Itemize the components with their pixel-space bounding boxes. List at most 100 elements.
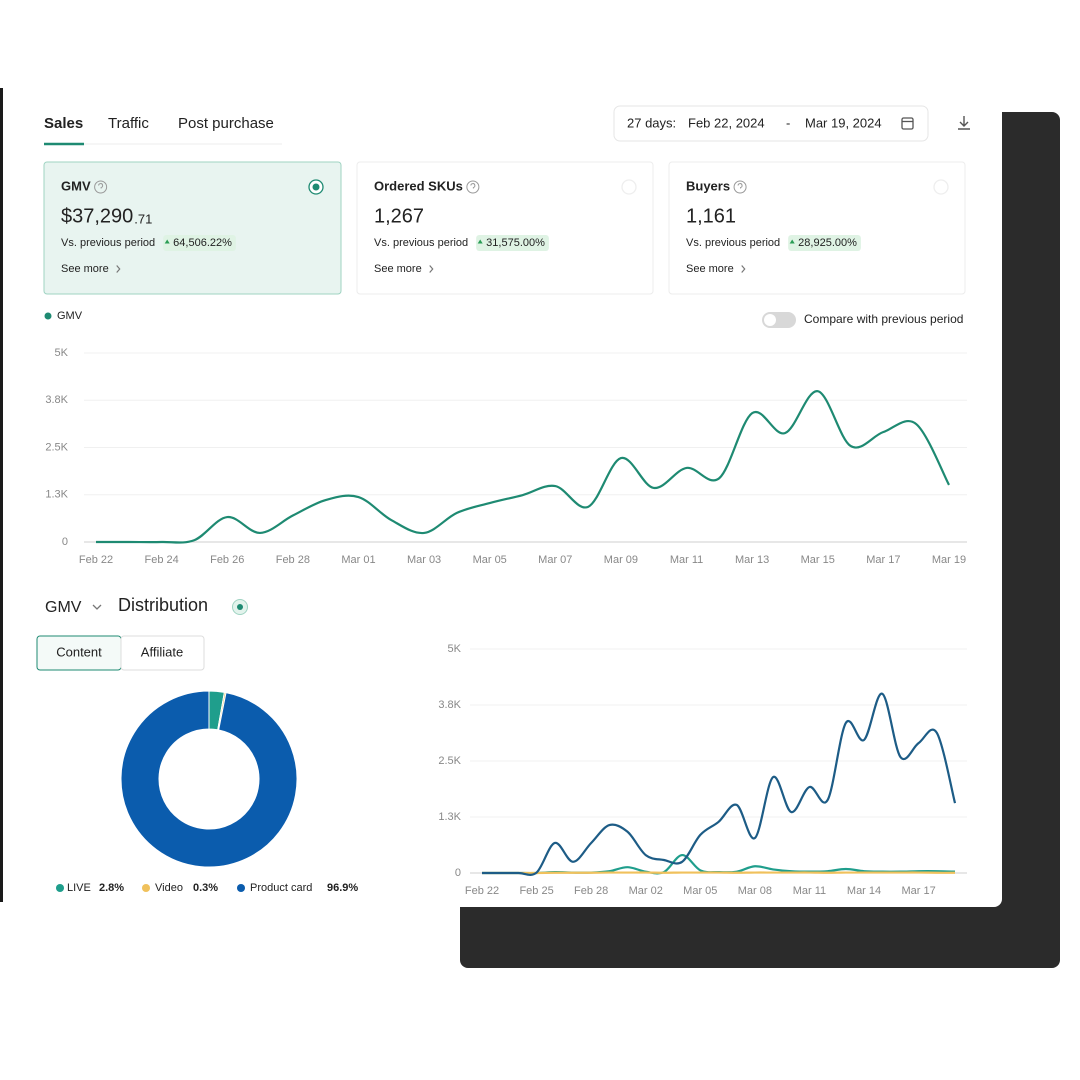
metric-label: Buyers [686,178,730,193]
tab[interactable]: Sales [44,115,83,132]
y-tick-label: 0 [62,536,68,548]
y-tick-label: 3.8K [45,394,68,406]
see-more[interactable]: See more [61,263,109,275]
help-icon-mark [98,183,104,189]
distribution-title: Distribution [118,595,208,615]
x-tick-label: Mar 14 [847,885,881,897]
x-tick-label: Mar 05 [683,885,717,897]
up-arrow [789,239,795,244]
x-tick-label: Mar 01 [341,554,375,566]
x-tick-label: Feb 24 [144,554,178,566]
x-tick-label: Mar 09 [604,554,638,566]
radio[interactable] [621,179,637,195]
date-prefix: 27 days: [627,115,676,130]
compare-label: Compare with previous period [804,312,963,326]
tab[interactable]: Traffic [108,115,149,132]
x-tick-label: Feb 28 [276,554,310,566]
donut-segment [120,690,298,868]
comparison-label: Vs. previous period [686,237,780,249]
toggle-knob [764,314,776,326]
line-series [482,692,957,876]
help-icon-mark [470,183,476,189]
legend-label: Video [155,882,183,894]
y-tick-label: 3.8K [438,699,461,711]
metric-value: 1,267 [374,205,424,227]
x-tick-label: Mar 17 [866,554,900,566]
up-arrow [477,239,483,244]
affiliate-tab-label: Affiliate [141,644,183,659]
x-tick-label: Mar 02 [629,885,663,897]
x-tick-label: Mar 19 [932,554,966,566]
metric-label: Ordered SKUs [374,178,463,193]
x-tick-label: Mar 03 [407,554,441,566]
metric-value-fraction: .71 [134,211,152,226]
comparison-label: Vs. previous period [61,237,155,249]
legend-dot [142,884,150,892]
change-badge [163,235,236,251]
help-icon [94,180,108,194]
y-tick-label: 5K [448,643,462,655]
date-separator: - [786,115,790,130]
x-tick-label: Mar 11 [793,885,826,897]
link-chevron [429,265,434,273]
help-icon-mark [737,183,743,189]
see-more[interactable]: See more [686,263,734,275]
metric-card[interactable] [668,161,966,295]
change-value: 64,506.22% [173,237,232,249]
dropdown-chevron [92,604,102,610]
radio-dot [312,183,320,191]
x-tick-label: Feb 26 [210,554,244,566]
date-end: Mar 19, 2024 [805,115,882,130]
metric-card[interactable] [43,161,342,295]
x-tick-label: Mar 15 [801,554,835,566]
x-tick-label: Feb 28 [574,885,608,897]
y-tick-label: 1.3K [438,811,461,823]
legend-dot [44,312,52,320]
value-label: 96.9% [327,882,358,894]
x-tick-label: Mar 08 [738,885,772,897]
metric-label: GMV [61,178,91,193]
content-tab-label: Content [56,644,102,659]
y-tick-label: 2.5K [45,441,68,453]
value-label: 0.3% [193,882,218,894]
affiliate-tab[interactable] [120,635,205,671]
download-icon[interactable] [958,116,970,130]
x-tick-label: Feb 25 [519,885,553,897]
x-tick-label: Feb 22 [465,885,499,897]
legend-label: Product card [250,882,312,894]
value-label: 2.8% [99,882,124,894]
y-tick-label: 0 [455,867,461,879]
x-tick-label: Mar 05 [473,554,507,566]
y-tick-label: 2.5K [438,755,461,767]
tab[interactable]: Post purchase [178,115,274,132]
help-icon [733,180,747,194]
calendar-icon [901,117,914,130]
info-icon-dot [237,604,243,610]
change-badge [788,235,861,251]
see-more[interactable]: See more [374,263,422,275]
change-value: 31,575.00% [486,237,545,249]
metric-value: 1,161 [686,205,736,227]
date-start: Feb 22, 2024 [688,115,765,130]
legend-dot [237,884,245,892]
up-arrow [164,239,170,244]
x-tick-label: Mar 13 [735,554,769,566]
metric-value: $37,290 [61,205,133,227]
link-chevron [741,265,746,273]
date-picker[interactable] [613,105,929,142]
radio[interactable] [933,179,949,195]
x-tick-label: Mar 17 [901,885,935,897]
metric-card[interactable] [356,161,654,295]
x-tick-label: Feb 22 [79,554,113,566]
help-icon [466,180,480,194]
x-tick-label: Mar 11 [670,554,703,566]
legend-dot [56,884,64,892]
comparison-label: Vs. previous period [374,237,468,249]
change-value: 28,925.00% [798,237,857,249]
change-badge [476,235,549,251]
legend-label: LIVE [67,882,91,894]
x-tick-label: Mar 07 [538,554,572,566]
metric-dropdown[interactable]: GMV [45,599,82,616]
y-tick-label: 1.3K [45,489,68,501]
